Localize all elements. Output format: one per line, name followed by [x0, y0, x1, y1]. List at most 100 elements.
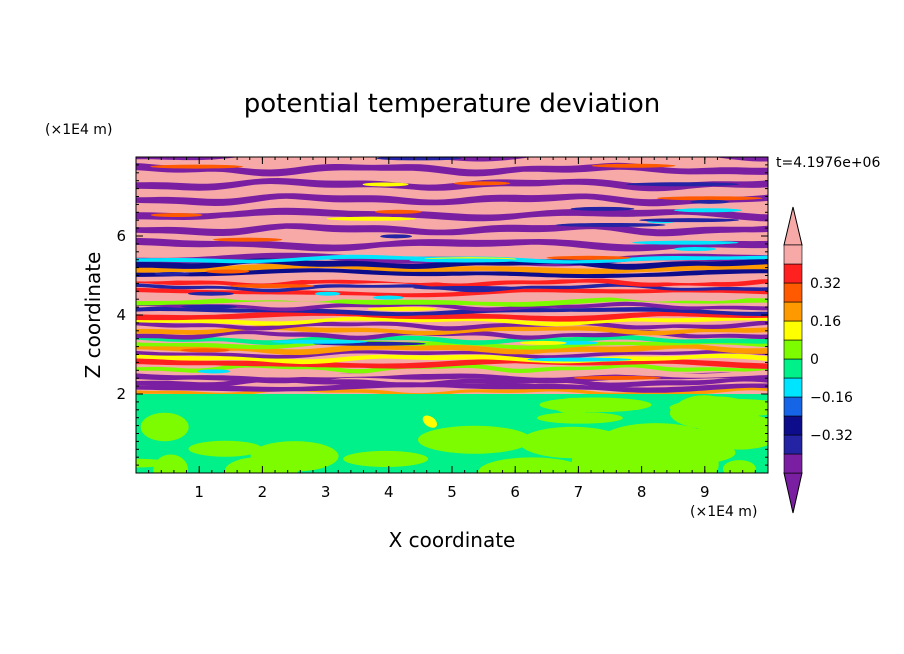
time-label: t=4.1976e+06: [776, 155, 880, 171]
contour-band: [136, 340, 768, 350]
contour-streak: [376, 157, 462, 161]
contour-band: [136, 268, 768, 279]
contour-streak: [591, 163, 676, 168]
contour-band: [136, 263, 768, 275]
x-tick-label: 1: [194, 483, 204, 501]
colorbar-label: 0: [810, 352, 819, 368]
colorbar-swatch: [783, 358, 803, 379]
y-unit-label: (×1E4 m): [45, 122, 112, 138]
lower-layer-patch: [140, 412, 189, 442]
contour-band: [136, 178, 768, 192]
colorbar-extend-bottom: [783, 472, 803, 514]
contour-streak: [181, 304, 237, 309]
contour-streak: [527, 357, 632, 362]
x-tick-label: 8: [637, 483, 647, 501]
contour-streak: [154, 271, 190, 276]
contour-streak: [453, 181, 511, 186]
contour-band: [136, 193, 768, 207]
x-tick-label: 2: [258, 483, 268, 501]
contour-band: [136, 237, 768, 252]
lower-layer-patch: [537, 412, 623, 424]
colorbar-label: 0.32: [810, 276, 841, 292]
lower-layer-patch: [722, 460, 756, 473]
contour-band: [136, 382, 768, 393]
colorbar-swatch: [783, 396, 803, 417]
contour-streak: [367, 306, 437, 311]
contour-streak: [519, 340, 567, 345]
colorbar-swatch: [783, 301, 803, 322]
contour-band: [136, 291, 768, 302]
contour-streak: [625, 182, 740, 187]
lower-layer-patch: [188, 440, 263, 457]
lower-layer-patch: [478, 457, 586, 473]
lower-layer: [136, 394, 768, 473]
colorbar-swatch: [783, 244, 803, 265]
contour-streak: [409, 258, 523, 263]
x-tick-label: 7: [574, 483, 584, 501]
lower-layer-patch: [343, 450, 429, 467]
colorbar-extend-top: [783, 206, 803, 246]
contour-streak: [546, 255, 631, 260]
contour-streak: [205, 269, 250, 274]
colorbar-swatch: [783, 434, 803, 455]
contour-streak: [187, 291, 234, 296]
lower-layer-patch: [224, 456, 298, 473]
contour-streak: [372, 295, 404, 300]
colorbar-swatch: [783, 453, 803, 474]
contour-streak: [555, 222, 666, 227]
contour-streak: [271, 339, 368, 344]
x-tick-label: 9: [700, 483, 710, 501]
colorbar-swatch: [783, 320, 803, 341]
colorbar-swatch: [783, 282, 803, 303]
colorbar-label: −0.32: [810, 428, 853, 444]
x-unit-label: (×1E4 m): [690, 504, 757, 520]
contour-band: [136, 207, 768, 222]
x-tick-label: 3: [321, 483, 331, 501]
x-tick-label: 4: [384, 483, 394, 501]
contour-streak: [150, 213, 203, 218]
colorbar-swatch: [783, 339, 803, 360]
contour-streak: [573, 375, 661, 380]
contour-streak: [230, 283, 315, 288]
contour-streak: [213, 237, 283, 242]
x-ticks: 1 2 3 4 5 6 7 8 9: [148, 157, 769, 501]
contour-band: [136, 353, 768, 365]
x-tick-label: 6: [510, 483, 520, 501]
contour-streak: [326, 216, 417, 221]
colorbar-swatch: [783, 263, 803, 284]
contour-band: [136, 372, 768, 384]
contour-streak: [673, 208, 742, 213]
y-axis-label: Z coordinate: [81, 252, 105, 379]
contour-streak: [690, 199, 729, 204]
contour-streak: [413, 285, 524, 290]
contour-band: [136, 277, 768, 289]
colorbar-swatch: [783, 415, 803, 436]
contour-band: [136, 368, 768, 378]
contour-streak: [380, 234, 413, 239]
contour-streak: [197, 369, 231, 374]
colorbar: 0.32 0.16 0 −0.16 −0.32: [783, 206, 853, 514]
lower-layer-highlight: [422, 415, 438, 428]
contour-streak: [632, 240, 739, 245]
y-tick-label: 4: [116, 306, 126, 324]
x-tick-label: 5: [447, 483, 457, 501]
lower-layer-patch: [669, 398, 768, 417]
contour-bands: [136, 157, 768, 397]
contour-band: [136, 301, 768, 312]
contour-streak: [570, 206, 635, 211]
y-ticks: 2 4 6: [116, 164, 768, 466]
lower-layer-patch: [539, 397, 652, 413]
colorbar-swatch: [783, 377, 803, 398]
lower-layer-patch: [697, 414, 768, 450]
plot-area: 1 2 3 4 5 6 7 8 9 2 4 6: [116, 156, 769, 501]
x-axis-label: X coordinate: [389, 528, 516, 552]
contour-streak: [639, 218, 740, 223]
colorbar-label: −0.16: [810, 390, 853, 406]
lower-layer-patch: [417, 425, 532, 454]
contour-streak: [374, 209, 422, 214]
contour-streak: [314, 291, 341, 296]
colorbar-label: 0.16: [810, 314, 841, 330]
contour-band: [136, 287, 768, 298]
contour-band: [136, 343, 768, 355]
contour-streak: [673, 247, 717, 252]
